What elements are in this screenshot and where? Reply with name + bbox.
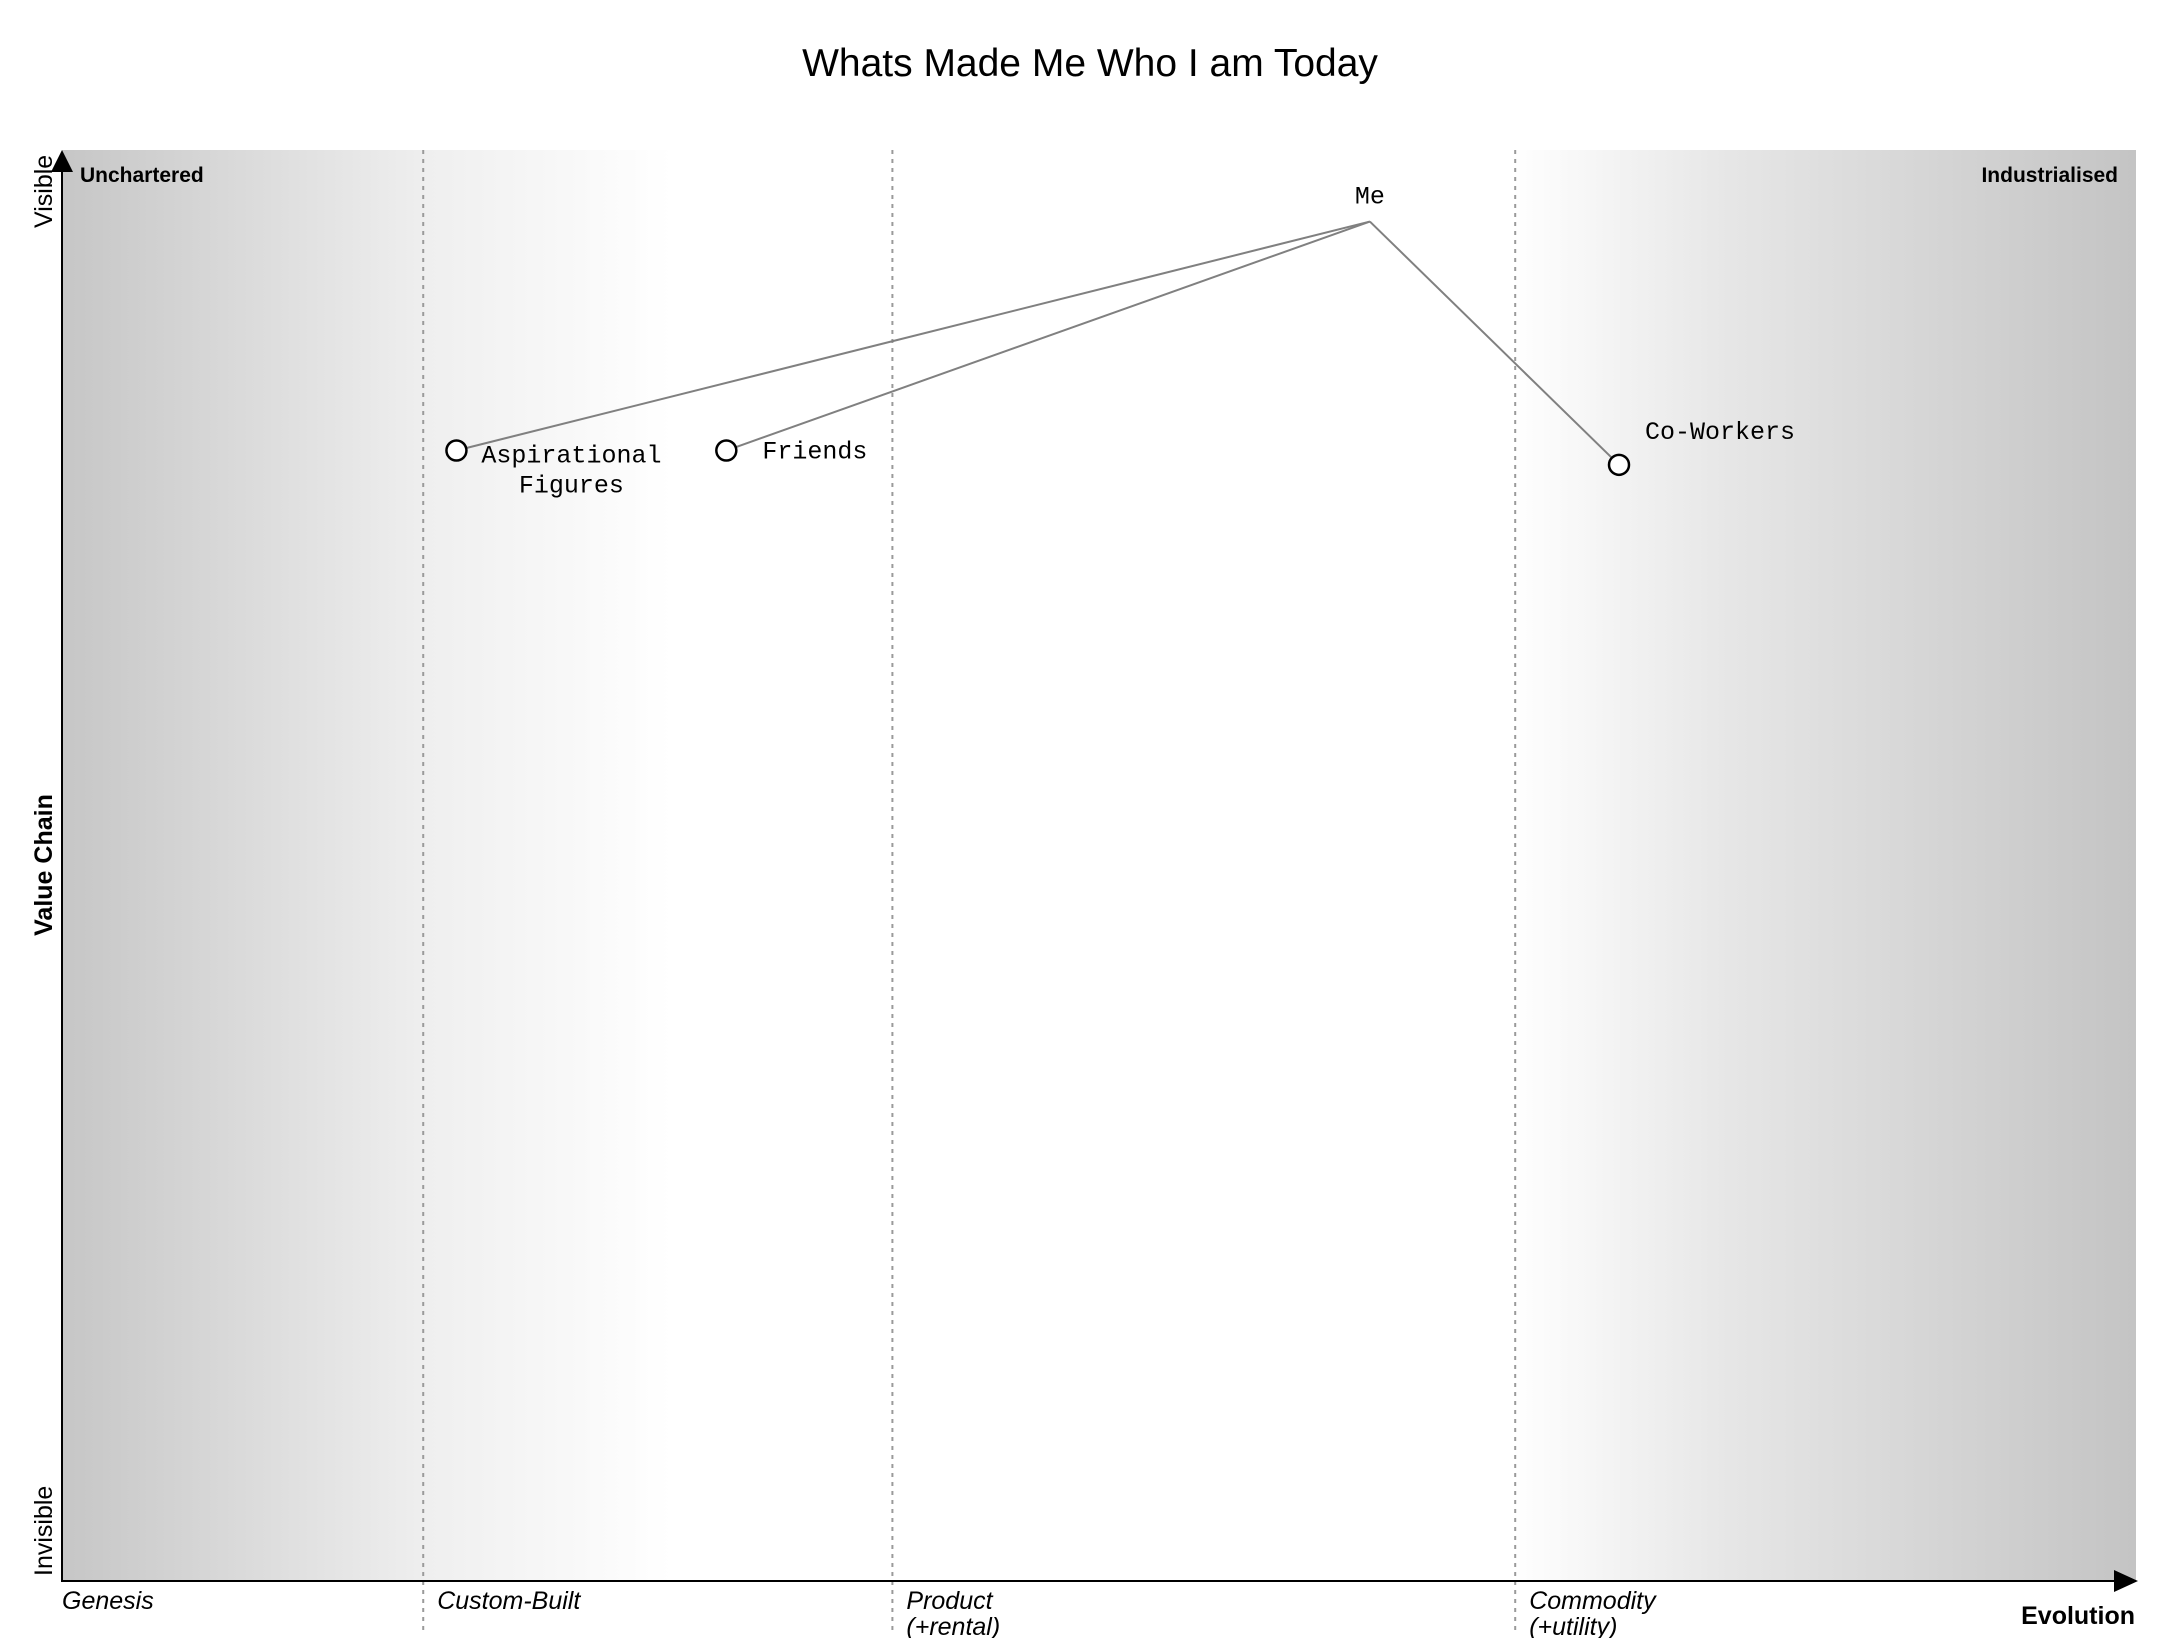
- friends-node-icon[interactable]: [715, 439, 738, 462]
- custom-built-stage-label: Custom-Built: [437, 1587, 581, 1615]
- unchartered-label: Unchartered: [80, 164, 204, 187]
- component-links: [456, 220, 1620, 466]
- me-label: Me: [1355, 183, 1385, 212]
- evolution-label: Evolution: [2021, 1602, 2135, 1630]
- stage-labels: Genesis Custom-Built Product (+rental) Commo…: [62, 1587, 1657, 1638]
- x-axis-arrow-icon: [2114, 1570, 2138, 1592]
- commodity-shade: [1512, 150, 2136, 1580]
- link-me-friends: [725, 220, 1371, 452]
- link-me-co-workers: [1369, 220, 1620, 466]
- component-co-workers[interactable]: Co-Workers: [1607, 418, 1795, 477]
- commodity-stage-label: Commodity (+utility): [1529, 1587, 1657, 1638]
- product-stage-label: Product (+rental): [906, 1587, 1000, 1638]
- visible-label: Visible: [30, 155, 58, 228]
- component-friends[interactable]: Friends: [715, 438, 867, 467]
- co-workers-node-icon[interactable]: [1607, 453, 1631, 477]
- components: Me Aspirational Figures Friends Co-Workers: [445, 183, 1795, 501]
- friends-label: Friends: [762, 438, 867, 467]
- industrialised-label: Industrialised: [1981, 164, 2118, 187]
- genesis-shade: [62, 150, 672, 1580]
- value-chain-label: Value Chain: [30, 794, 58, 936]
- stage-dividers: [422, 150, 1517, 1634]
- co-workers-label: Co-Workers: [1645, 418, 1795, 447]
- aspirational-figures-label: Aspirational Figures: [481, 442, 661, 501]
- component-aspirational-figures[interactable]: Aspirational Figures: [445, 439, 661, 501]
- genesis-stage-label: Genesis: [62, 1587, 154, 1615]
- invisible-label: Invisible: [30, 1486, 58, 1576]
- axes: [51, 150, 2138, 1592]
- evolution-shading: [62, 150, 2136, 1580]
- aspirational-figures-node-icon[interactable]: [445, 439, 468, 462]
- map-title: Whats Made Me Who I am Today: [802, 42, 1378, 85]
- component-me[interactable]: Me: [1355, 183, 1385, 212]
- y-axis-arrow-icon: [51, 150, 73, 172]
- link-me-aspirational-figures: [456, 220, 1371, 452]
